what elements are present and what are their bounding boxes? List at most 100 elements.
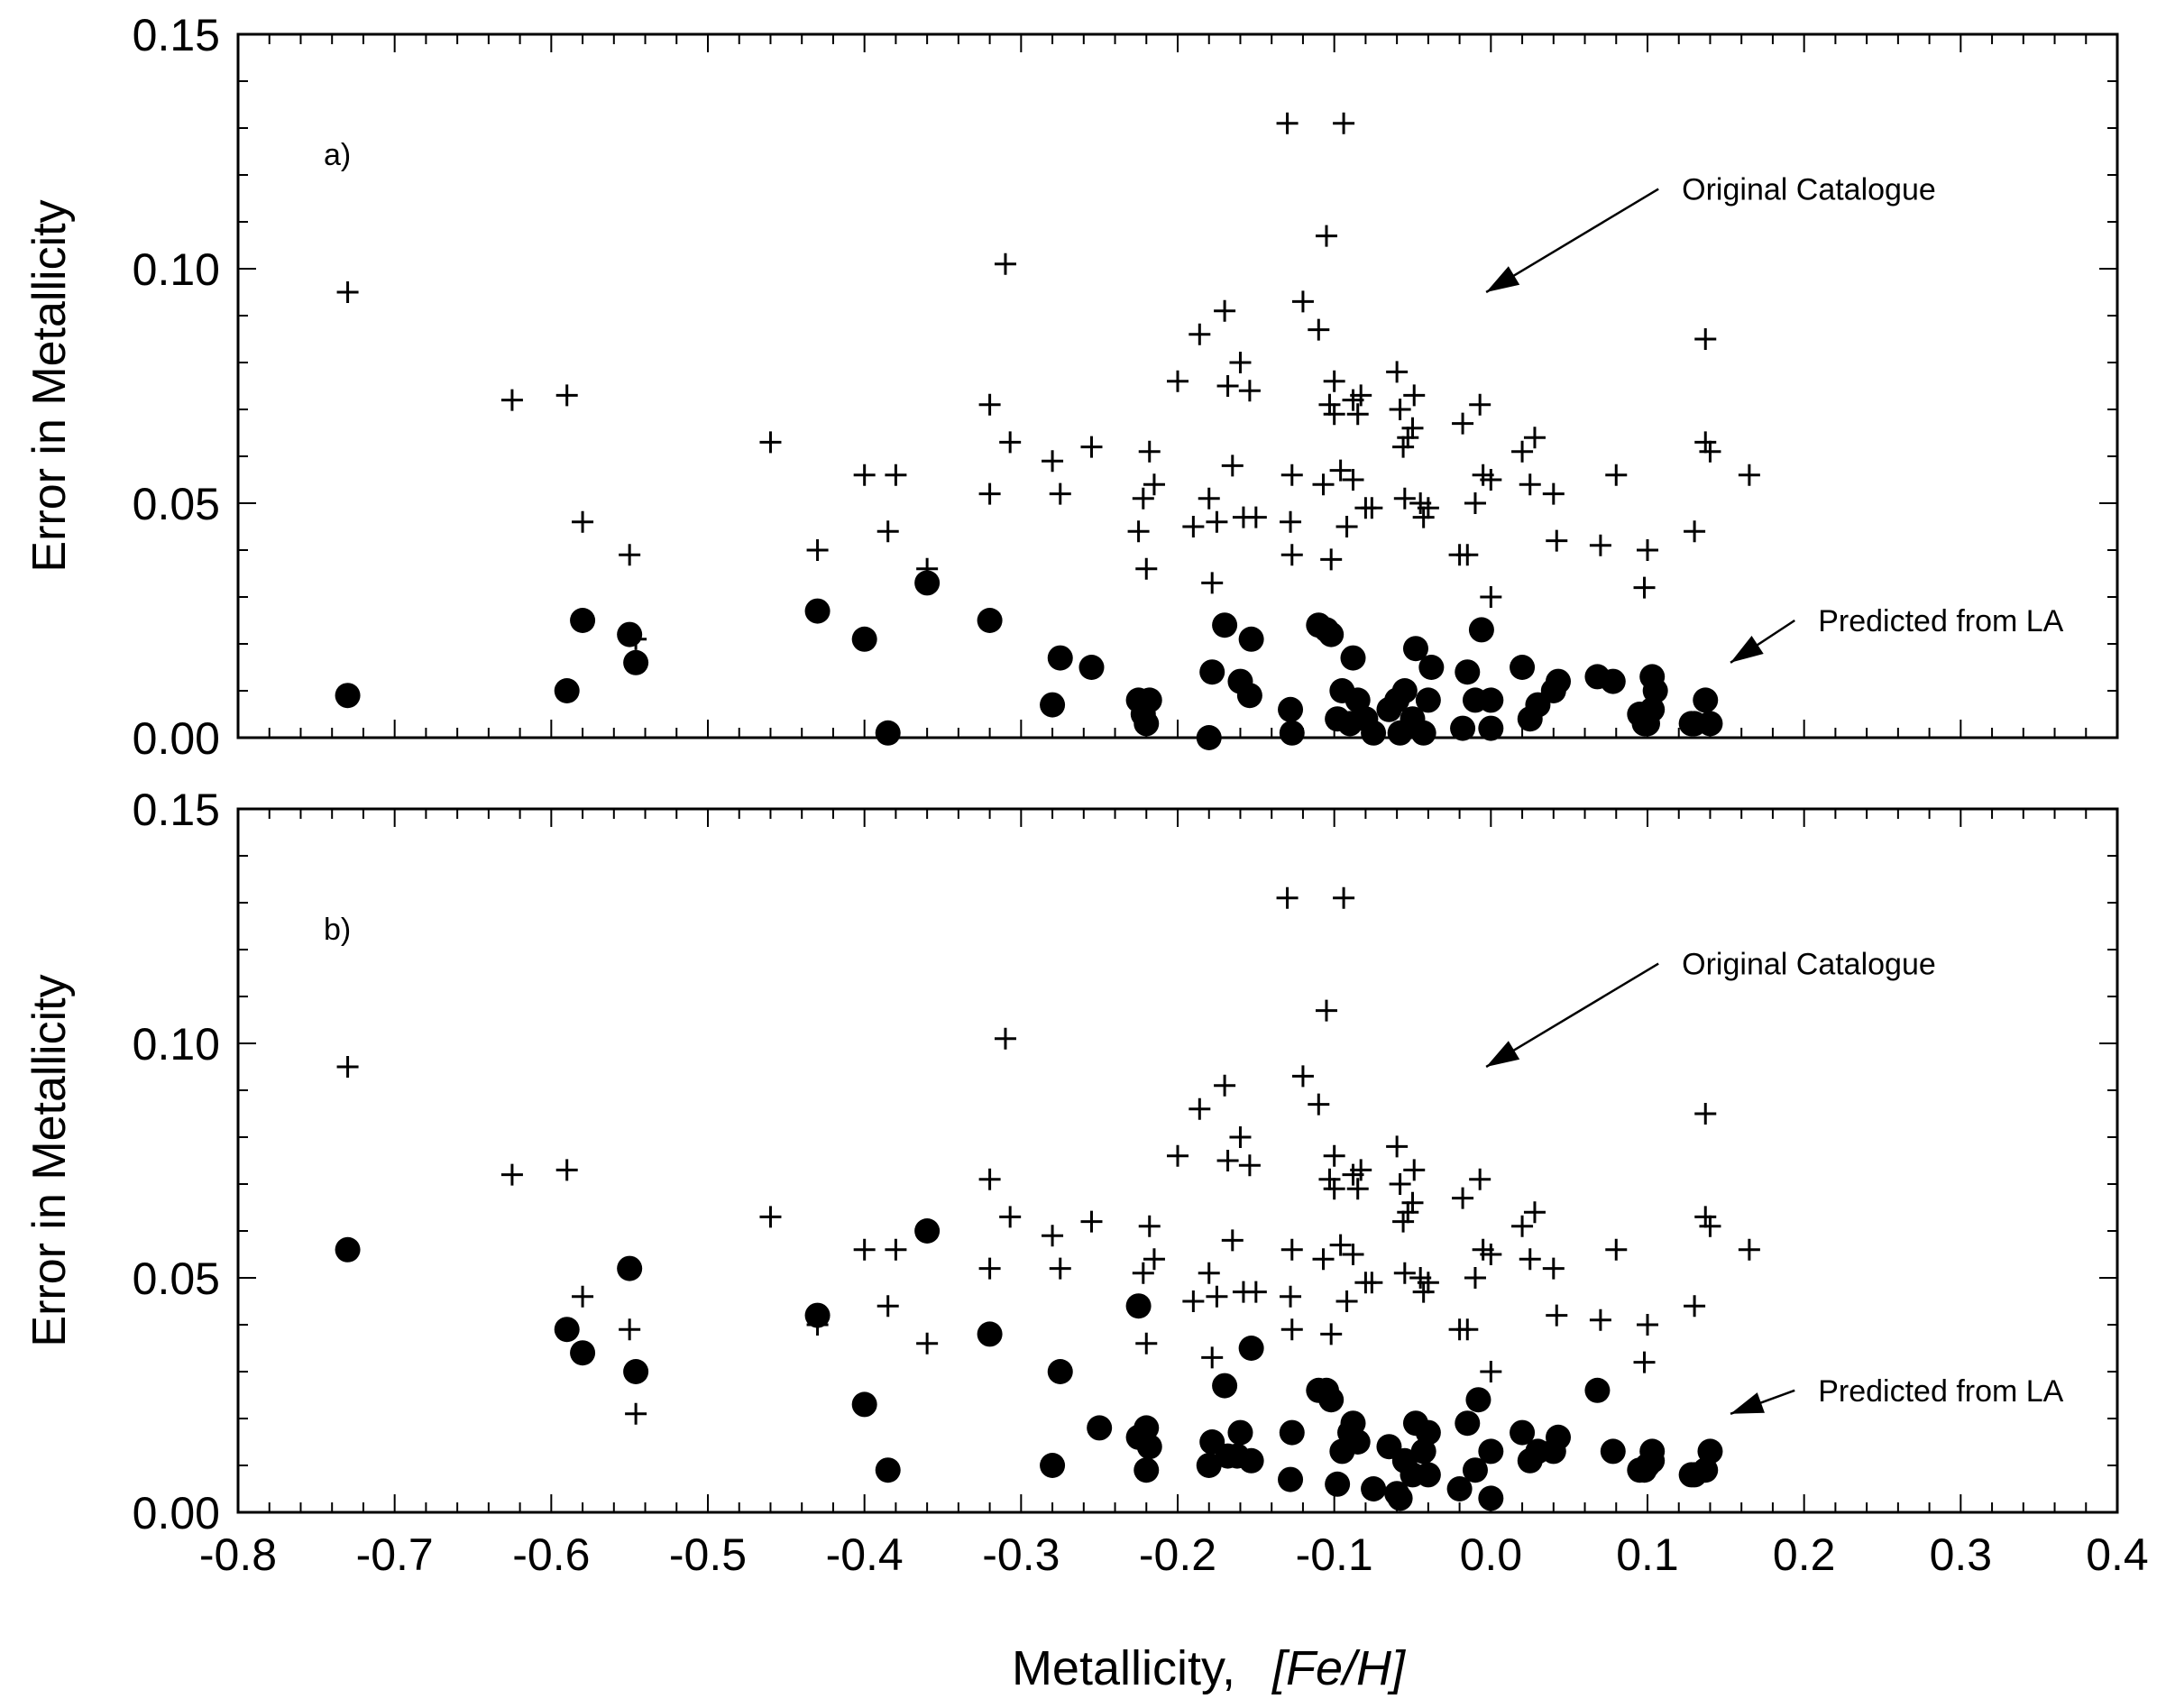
predicted-la-point (1279, 720, 1305, 746)
panel-b-tick-labels: 0.00 0.05 0.10 0.15 -0.8 -0.7 -0.6 -0.5 -0.4 -0.3… (133, 785, 2149, 1580)
original-catalogue-point (1386, 361, 1409, 383)
original-catalogue-point (1049, 1257, 1071, 1280)
original-catalogue-point (1637, 1314, 1658, 1336)
original-catalogue-point (1315, 225, 1337, 247)
original-catalogue-point (1546, 1304, 1568, 1327)
x-tick-label: -0.5 (669, 1529, 747, 1580)
original-catalogue-point (1699, 1215, 1721, 1237)
predicted-la-point (1478, 1485, 1504, 1511)
predicted-la-point (1446, 1476, 1473, 1501)
original-catalogue-point (1480, 1361, 1502, 1382)
y-tick-label: 0.00 (133, 1488, 220, 1538)
x-tick-label: -0.2 (1139, 1529, 1216, 1580)
predicted-la-point (1238, 1336, 1264, 1361)
panel-a-y-axis-label: Error in Metallicity (23, 199, 76, 572)
original-catalogue-point (1417, 497, 1439, 519)
original-catalogue-point (1605, 1238, 1628, 1261)
original-catalogue-point (1684, 520, 1706, 543)
predicted-la-point (1478, 715, 1504, 741)
predicted-la-point (1462, 1457, 1488, 1483)
original-catalogue-point (999, 1206, 1022, 1228)
original-catalogue-point (1323, 1178, 1345, 1200)
original-catalogue-point (1201, 572, 1224, 594)
predicted-la-point (1546, 1424, 1572, 1450)
original-catalogue-point (1401, 417, 1424, 439)
original-catalogue-point (1280, 1285, 1302, 1308)
original-catalogue-point (1694, 431, 1717, 454)
original-catalogue-point (853, 464, 876, 486)
predicted-la-point (1087, 1415, 1113, 1441)
annotation-arrow-line (1485, 188, 1659, 294)
predicted-la-point (1325, 1471, 1351, 1497)
predicted-la-point (1697, 1438, 1723, 1465)
y-tick-label: 0.15 (133, 785, 220, 835)
x-tick-label: 0.2 (1773, 1529, 1836, 1580)
original-catalogue-point (1315, 999, 1337, 1022)
original-catalogue-point (1244, 506, 1267, 528)
predicted-la-point (1465, 1387, 1491, 1413)
predicted-la-point (1387, 1485, 1413, 1511)
panel-b-label: b) (324, 913, 351, 947)
predicted-la-point (1125, 1293, 1152, 1319)
original-catalogue-point (1276, 112, 1299, 134)
original-catalogue-point (1323, 403, 1345, 426)
original-catalogue-point (994, 1027, 1016, 1050)
original-catalogue-point (1329, 459, 1352, 482)
predicted-la-point (1455, 1410, 1481, 1437)
predicted-la-point (1340, 645, 1366, 671)
original-catalogue-point (1392, 1210, 1415, 1233)
original-catalogue-point (1342, 469, 1364, 491)
original-catalogue-point (1350, 384, 1372, 407)
original-catalogue-point (1182, 516, 1205, 537)
predicted-la-point (554, 678, 580, 703)
panel-a-annotations: Original Catalogue Predicted from LA (1485, 173, 2064, 664)
predicted-la-point (1415, 1462, 1441, 1488)
y-tick-label: 0.05 (133, 479, 220, 529)
predicted-la-point (1361, 720, 1387, 746)
predicted-la-point (851, 1391, 877, 1418)
original-catalogue-point (1182, 1290, 1205, 1312)
original-catalogue-point (1189, 1097, 1211, 1120)
predicted-la-point (1199, 659, 1225, 685)
panel-a-tick-labels: 0.00 0.05 0.10 0.15 (133, 10, 220, 764)
original-catalogue-point (1412, 1281, 1435, 1303)
original-catalogue-point (1214, 299, 1236, 322)
original-catalogue-point (1320, 1323, 1343, 1345)
predicted-la-point (1478, 687, 1504, 713)
panel-a-marks (335, 112, 1760, 750)
original-catalogue-point (1542, 1257, 1565, 1280)
panel-b-y-axis-label: Error in Metallicity (23, 974, 76, 1346)
original-catalogue-point (1523, 1201, 1546, 1224)
predicted-la-point (804, 598, 831, 624)
original-catalogue-point (1397, 427, 1419, 449)
predicted-la-point (1391, 678, 1418, 703)
x-tick-label: -0.3 (982, 1529, 1060, 1580)
predicted-la-point (1318, 621, 1345, 647)
original-catalogue-point (1633, 1351, 1656, 1373)
original-catalogue-point (1523, 427, 1546, 449)
original-catalogue-point (1312, 1248, 1335, 1271)
original-catalogue-point (1333, 886, 1355, 909)
original-catalogue-point (1206, 1285, 1228, 1308)
predicted-la-point (1361, 1476, 1387, 1501)
predicted-la-point (1227, 1419, 1253, 1446)
original-catalogue-point (1312, 473, 1335, 496)
original-catalogue-point (1480, 469, 1502, 491)
annotation-arrow-line (1485, 962, 1659, 1069)
original-catalogue-point (1694, 1103, 1717, 1125)
annotation-predicted-from-la: Predicted from LA (1818, 604, 2063, 638)
original-catalogue-point (1546, 529, 1568, 552)
predicted-la-point (1238, 626, 1264, 652)
predicted-la-point (1639, 696, 1666, 722)
original-catalogue-point (1386, 1135, 1409, 1158)
original-catalogue-point (1329, 1234, 1352, 1256)
predicted-la-point (1047, 1359, 1073, 1384)
original-catalogue-point (1694, 1206, 1717, 1228)
original-catalogue-point (1335, 1290, 1358, 1312)
predicted-la-point (1600, 668, 1626, 694)
predicted-la-point (875, 1457, 901, 1483)
x-tick-label: 0.1 (1616, 1529, 1679, 1580)
original-catalogue-point (1633, 576, 1656, 599)
original-catalogue-point (1456, 544, 1479, 566)
